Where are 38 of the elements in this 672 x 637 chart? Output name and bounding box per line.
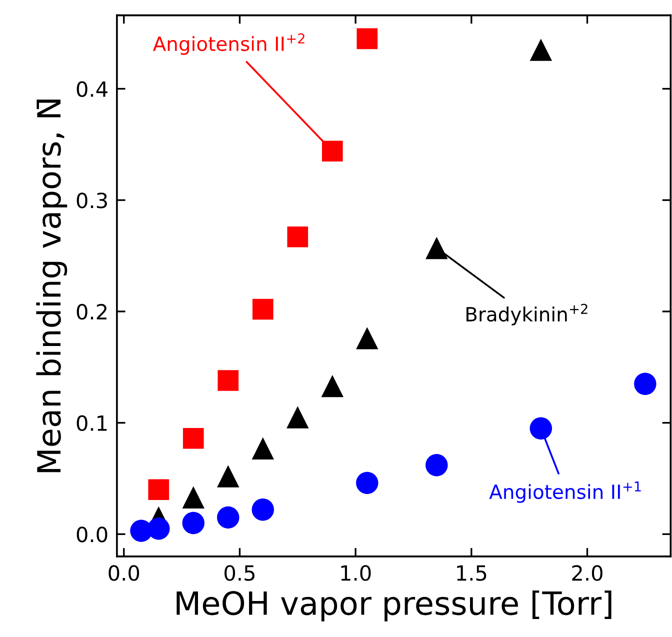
point xyxy=(356,327,378,350)
point xyxy=(218,370,239,391)
x-tick-label: 1.0 xyxy=(341,565,371,581)
point xyxy=(182,428,204,449)
point xyxy=(252,437,274,460)
y-tick-label: 0.4 xyxy=(76,81,108,97)
point xyxy=(426,236,448,260)
point xyxy=(426,454,448,476)
x-axis-title: MeOH vapor pressure [Torr] xyxy=(176,590,612,622)
point xyxy=(356,472,378,494)
point xyxy=(182,512,204,534)
point xyxy=(217,506,240,529)
point xyxy=(356,28,378,50)
y-axis-title: Mean binding vapors, N̄ xyxy=(36,100,68,472)
annotation: Bradykinin$^{+2}$ xyxy=(466,304,588,326)
point xyxy=(252,298,274,320)
point xyxy=(287,226,308,248)
point xyxy=(286,406,309,428)
point xyxy=(148,517,170,540)
point xyxy=(252,498,274,521)
x-tick-label: 1.5 xyxy=(457,565,486,581)
y-tick-label: 0.0 xyxy=(76,526,108,542)
point xyxy=(322,140,343,162)
point xyxy=(182,486,204,509)
x-tick-label: 2.0 xyxy=(572,565,602,581)
x-tick-label: 0.5 xyxy=(224,565,254,581)
y-tick-label: 0.2 xyxy=(76,304,107,320)
annotation: Angiotensin II$^{+1}$ xyxy=(489,481,641,503)
point xyxy=(530,38,552,61)
x-tick-label: 0.0 xyxy=(108,565,140,581)
point xyxy=(530,417,552,440)
y-tick-label: 0.1 xyxy=(76,415,107,432)
point xyxy=(217,465,240,488)
annotation: Angiotensin II$^{+2}$ xyxy=(152,33,304,55)
y-tick-label: 0.3 xyxy=(76,192,107,208)
point xyxy=(634,372,656,395)
point xyxy=(321,374,344,398)
point xyxy=(148,479,170,500)
